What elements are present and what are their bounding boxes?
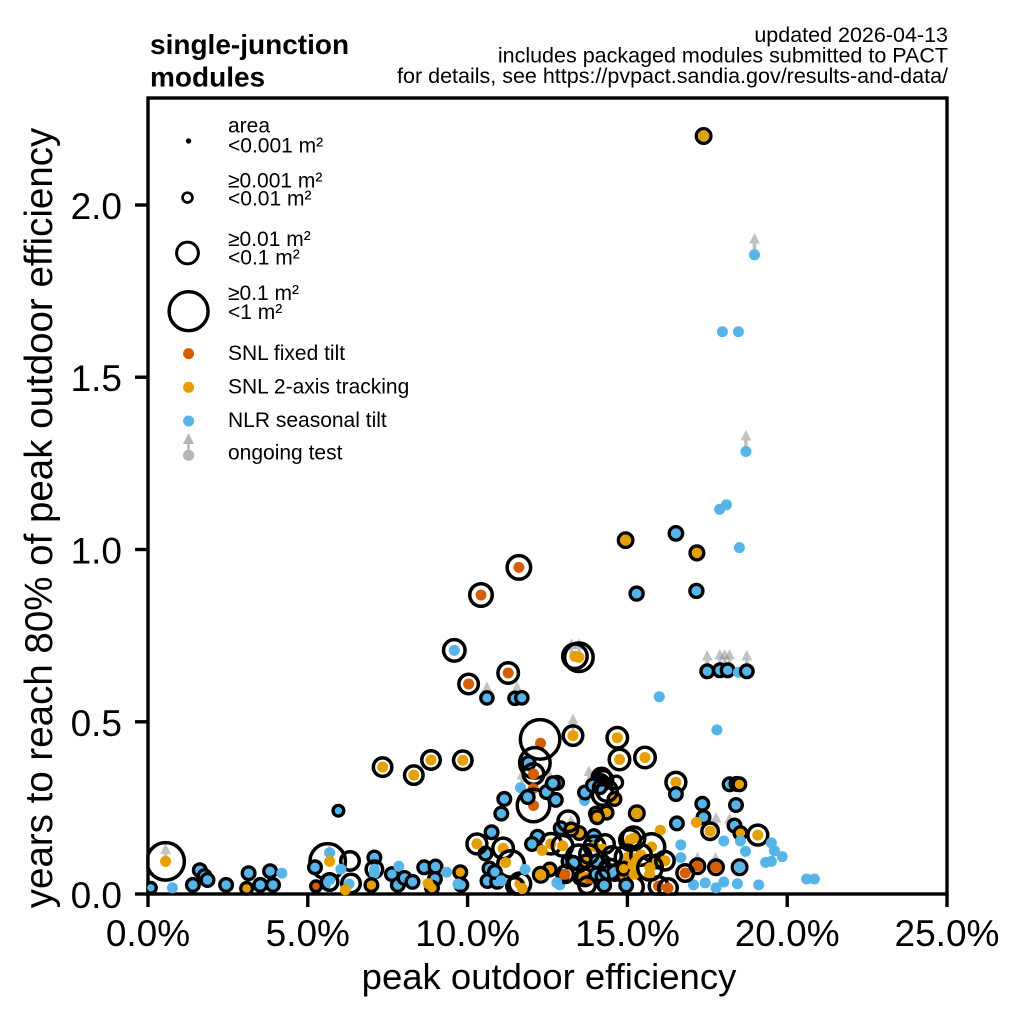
svg-text:years to reach 80% of peak out: years to reach 80% of peak outdoor effic… [18,127,61,908]
svg-text:≥0.01 m²: ≥0.01 m² [228,228,311,251]
svg-text:for details, see https://pvpac: for details, see https://pvpact.sandia.g… [397,64,948,88]
svg-text:peak outdoor efficiency: peak outdoor efficiency [362,956,737,997]
svg-text:NLR seasonal tilt: NLR seasonal tilt [228,409,387,432]
svg-text:15.0%: 15.0% [575,913,680,954]
svg-text:modules: modules [150,62,265,93]
svg-text:ongoing test: ongoing test [228,441,343,464]
svg-text:5.0%: 5.0% [266,913,350,954]
svg-text:updated 2026-04-13: updated 2026-04-13 [754,23,948,47]
svg-text:0.5: 0.5 [71,703,122,744]
svg-text:single-junction: single-junction [150,29,349,60]
svg-text:≥0.1 m²: ≥0.1 m² [228,282,299,305]
svg-text:<1 m²: <1 m² [228,301,282,324]
svg-text:0.0%: 0.0% [106,913,190,954]
svg-text:area: area [228,115,270,138]
svg-text:1.0: 1.0 [71,531,122,572]
svg-text:includes packaged modules subm: includes packaged modules submitted to P… [498,44,948,68]
svg-text:SNL 2-axis tracking: SNL 2-axis tracking [228,376,409,399]
svg-text:SNL fixed tilt: SNL fixed tilt [228,342,345,365]
svg-text:10.0%: 10.0% [415,913,520,954]
svg-text:25.0%: 25.0% [895,913,1000,954]
svg-text:<0.1 m²: <0.1 m² [228,246,300,269]
svg-text:0.0: 0.0 [71,875,122,916]
svg-text:≥0.001 m²: ≥0.001 m² [228,169,322,192]
svg-text:<0.01 m²: <0.01 m² [228,188,311,211]
svg-text:1.5: 1.5 [71,358,122,399]
svg-text:<0.001 m²: <0.001 m² [228,135,323,158]
svg-text:20.0%: 20.0% [735,913,840,954]
svg-text:2.0: 2.0 [71,186,122,227]
